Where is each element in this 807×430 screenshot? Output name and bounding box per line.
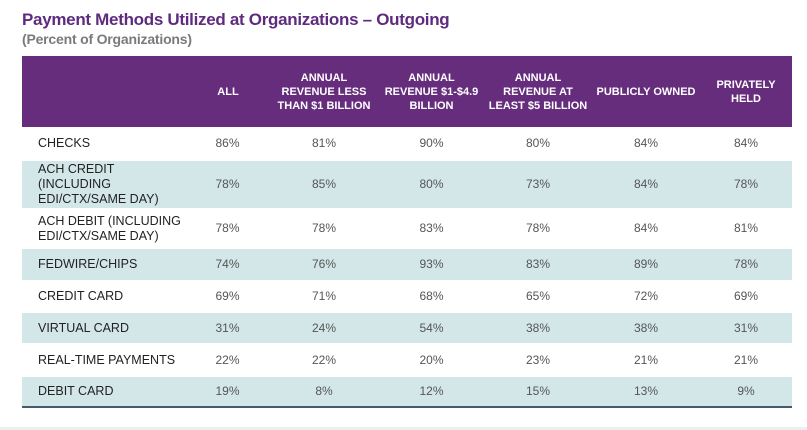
table-cell: 84% [633,135,659,150]
table-cell: 71% [311,289,337,303]
table-cell: 86% [215,135,240,150]
table-cell: 12% [419,384,444,398]
column-header [22,56,187,127]
table-cell: 78% [733,177,759,191]
footer-divider [0,427,807,430]
table-cell: 78% [733,257,759,271]
table-cell: 69% [215,289,240,303]
table-cell: 84% [733,135,759,150]
table-cell: 68% [419,289,444,303]
table-cell: 54% [419,320,444,335]
table-row: CHECKS 86% 81% 90% 80% 84% 84% [22,127,792,160]
table-cell: 24% [311,320,337,335]
table-cell: 85% [311,177,337,191]
table-cell: 8% [315,384,333,398]
table-row: ACH DEBIT (INCLUDING EDI/CTX/SAME DAY) 78… [22,209,792,248]
table-cell: 31% [215,320,240,335]
column-header: ANNUAL REVENUE $1-$4.9 BILLION [384,71,479,112]
table-cell: 80% [525,135,551,150]
table-cell: 13% [633,384,659,398]
table-cell: 23% [525,352,551,367]
row-label: VIRTUAL CARD [38,320,129,335]
table-cell: 83% [525,257,551,271]
table-header-row: ALL ANNUAL REVENUE LESS THAN $1 BILLION AN… [22,56,792,127]
row-label: CREDIT CARD [38,289,124,303]
table-row: CREDIT CARD 69% 71% 68% 65% 72% 69% [22,281,792,312]
table-row: ACH CREDIT (INCLUDING EDI/CTX/SAME DAY) 7… [22,160,792,209]
table-cell: 81% [311,135,337,150]
row-label: REAL-TIME PAYMENTS [38,352,176,367]
column-header: PUBLICLY OWNED [596,85,696,98]
table-cell: 83% [419,221,444,235]
table-cell: 84% [633,177,659,191]
table-cell: 21% [733,352,759,367]
row-label: ACH CREDIT (INCLUDING EDI/CTX/SAME DAY) [38,162,159,206]
table-cell: 38% [525,320,551,335]
table-cell: 90% [419,135,444,150]
column-header: PRIVATELY HELD [716,78,776,105]
table-cell: 81% [733,221,759,235]
page-title: Payment Methods Utilized at Organization… [22,10,450,29]
table-cell: 9% [737,384,755,398]
table-cell: 74% [215,257,240,271]
table-cell: 20% [419,352,444,367]
table-cell: 76% [311,257,337,271]
table-cell: 78% [215,177,240,191]
table-cell: 84% [633,221,659,235]
payment-methods-table: ALL ANNUAL REVENUE LESS THAN $1 BILLION AN… [22,56,792,408]
table-row: VIRTUAL CARD 31% 24% 54% 38% 38% 31% [22,312,792,344]
table-cell: 72% [633,289,659,303]
page-subtitle: (Percent of Organizations) [22,31,192,47]
table-cell: 89% [633,257,659,271]
table-cell: 69% [733,289,759,303]
table-cell: 38% [633,320,659,335]
table-cell: 22% [311,352,337,367]
row-label: FEDWIRE/CHIPS [38,257,138,271]
table-cell: 19% [215,384,240,398]
table-cell: 15% [525,384,551,398]
column-header: ANNUAL REVENUE LESS THAN $1 BILLION [277,71,371,112]
table-row: REAL-TIME PAYMENTS 22% 22% 20% 23% 21% 21% [22,344,792,376]
table-cell: 78% [215,221,240,235]
table-cell: 31% [733,320,759,335]
table-cell: 73% [525,177,551,191]
table-cell: 78% [311,221,337,235]
table-cell: 93% [419,257,444,271]
table-cell: 21% [633,352,659,367]
row-label: CHECKS [38,135,91,150]
row-label: DEBIT CARD [38,384,114,398]
table-cell: 65% [525,289,551,303]
table-cell: 22% [215,352,240,367]
table-cell: 78% [525,221,551,235]
column-header: ALL [217,85,239,98]
row-label: ACH DEBIT (INCLUDING EDI/CTX/SAME DAY) [38,213,181,243]
table-cell: 80% [419,177,444,191]
column-header: ANNUAL REVENUE AT LEAST $5 BILLION [488,71,588,112]
table-row: DEBIT CARD 19% 8% 12% 15% 13% 9% [22,376,792,407]
table-row: FEDWIRE/CHIPS 74% 76% 93% 83% 89% 78% [22,248,792,281]
